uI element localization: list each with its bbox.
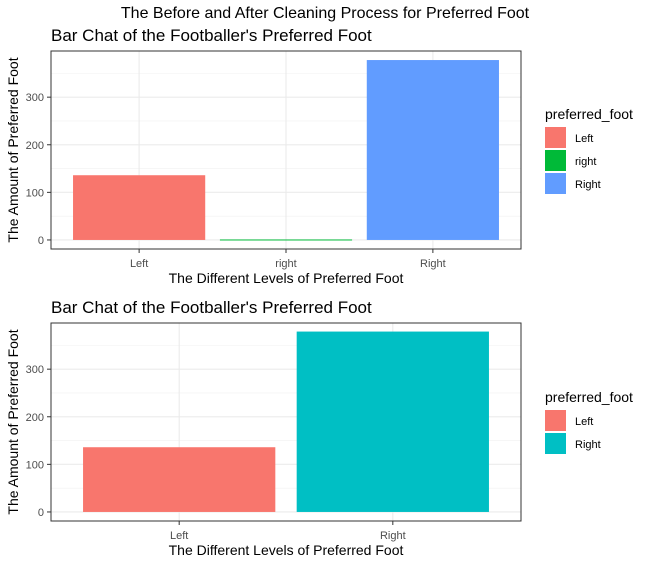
legend-label: Left xyxy=(575,416,593,428)
bar-left xyxy=(73,175,206,240)
y-tick-label: 300 xyxy=(26,92,44,104)
x-tick-label: Left xyxy=(130,258,148,270)
legend-title: preferred_foot xyxy=(545,389,633,405)
x-axis-title: The Different Levels of Preferred Foot xyxy=(169,270,404,286)
y-tick-label: 300 xyxy=(26,364,44,376)
x-tick-label: Right xyxy=(380,530,406,542)
legend-title: preferred_foot xyxy=(545,106,633,122)
legend-key-right xyxy=(545,173,566,194)
chart-top: Bar Chat of the Footballer's Preferred F… xyxy=(5,26,633,286)
legend-label: right xyxy=(575,156,596,168)
y-axis-title: The Amount of Preferred Foot xyxy=(5,57,21,242)
chart-bottom: Bar Chat of the Footballer's Preferred F… xyxy=(5,298,633,558)
bar-left xyxy=(83,447,276,512)
legend-label: Right xyxy=(575,179,601,191)
y-tick-label: 100 xyxy=(26,459,44,471)
legend-key-left xyxy=(545,410,566,431)
y-tick-label: 200 xyxy=(26,140,44,152)
legend-key-right xyxy=(545,150,566,171)
legend-label: Left xyxy=(575,133,593,145)
y-tick-label: 0 xyxy=(38,507,44,519)
legend-key-right xyxy=(545,433,566,454)
legend-key-left xyxy=(545,127,566,148)
panel-border xyxy=(50,322,522,522)
x-tick-label: Left xyxy=(170,530,188,542)
legend-label: Right xyxy=(575,439,601,451)
x-tick-label: Right xyxy=(420,258,446,270)
y-axis-title: The Amount of Preferred Foot xyxy=(5,329,21,514)
x-tick-label: right xyxy=(275,258,296,270)
x-axis-title: The Different Levels of Preferred Foot xyxy=(169,542,404,558)
bar-right xyxy=(296,331,489,512)
bar-right xyxy=(219,239,353,241)
figure-title: The Before and After Cleaning Process fo… xyxy=(121,5,530,22)
y-tick-label: 200 xyxy=(26,412,44,424)
chart-title: Bar Chat of the Footballer's Preferred F… xyxy=(51,26,372,45)
bar-right xyxy=(366,60,499,240)
y-tick-label: 0 xyxy=(38,235,44,247)
chart-title: Bar Chat of the Footballer's Preferred F… xyxy=(51,298,372,317)
y-tick-label: 100 xyxy=(26,187,44,199)
